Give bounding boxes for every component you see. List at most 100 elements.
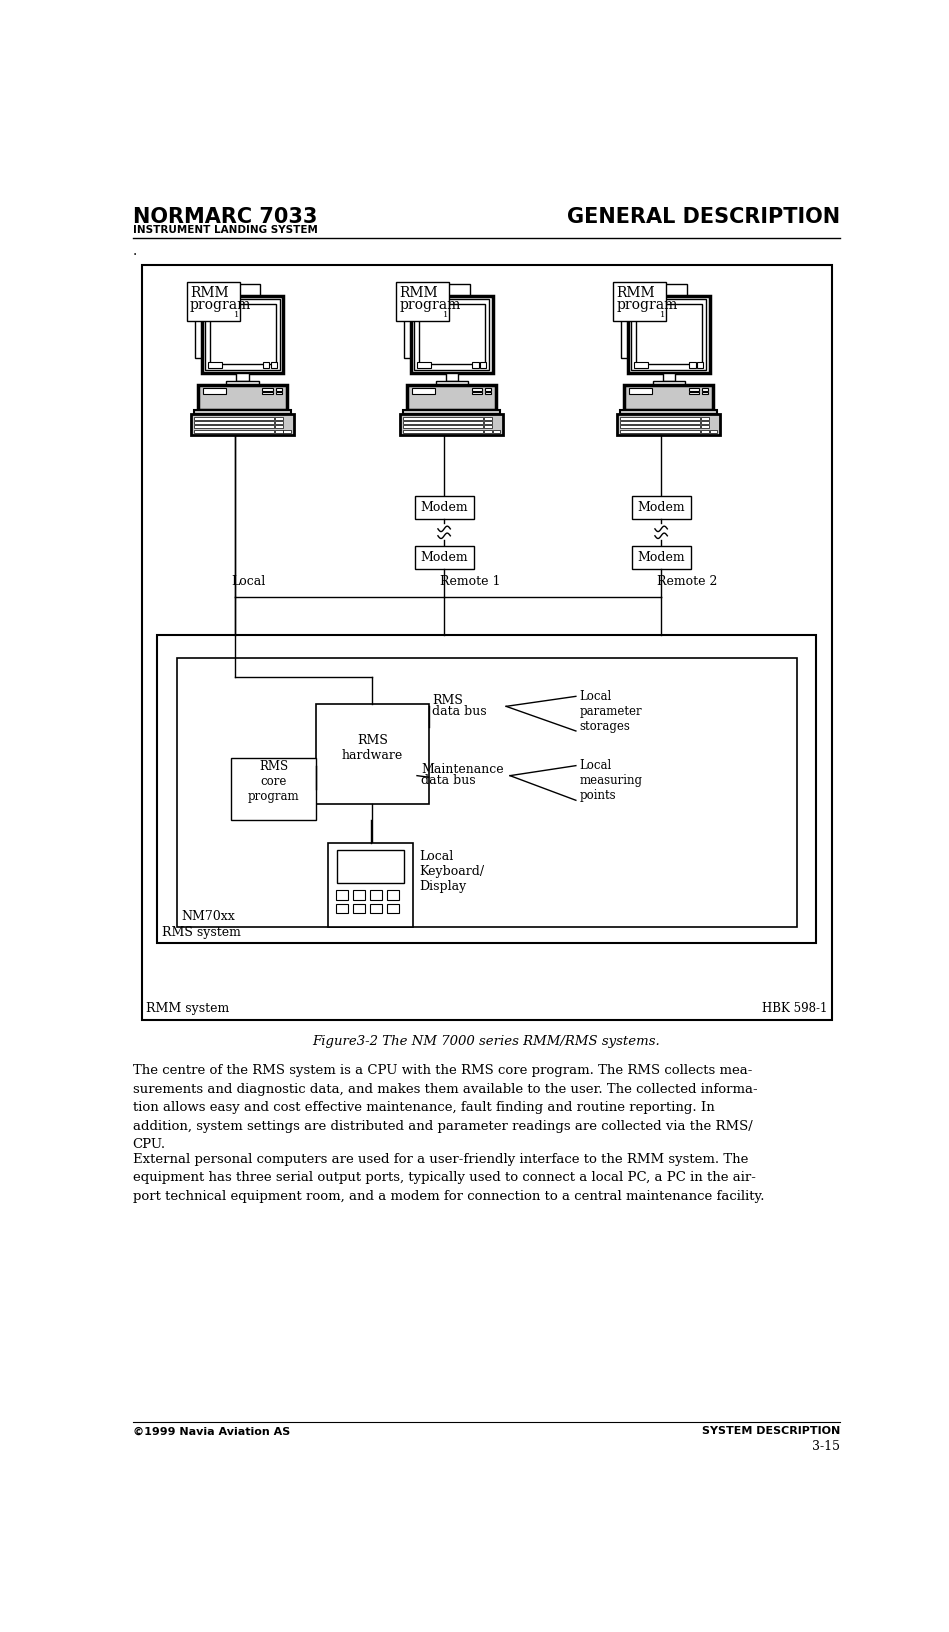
Bar bbox=[203, 388, 226, 395]
Bar bbox=[275, 388, 282, 392]
Bar bbox=[353, 891, 365, 899]
Text: RMM: RMM bbox=[616, 286, 655, 300]
Bar bbox=[472, 392, 482, 395]
Bar bbox=[195, 284, 260, 357]
Bar bbox=[480, 362, 486, 367]
Bar bbox=[316, 703, 429, 805]
Bar bbox=[403, 426, 483, 428]
Bar bbox=[416, 547, 474, 570]
Bar bbox=[270, 362, 277, 367]
Bar bbox=[263, 362, 270, 367]
Bar bbox=[275, 421, 283, 424]
Bar bbox=[236, 374, 249, 380]
Bar bbox=[158, 635, 816, 943]
Bar bbox=[370, 904, 382, 914]
Bar bbox=[618, 415, 720, 436]
Bar bbox=[195, 426, 274, 428]
Text: SYSTEM DESCRIPTION: SYSTEM DESCRIPTION bbox=[702, 1426, 840, 1436]
Text: HBK 598-1: HBK 598-1 bbox=[762, 1002, 827, 1015]
Bar bbox=[698, 362, 703, 367]
Bar bbox=[689, 388, 699, 392]
Text: Local
Keyboard/
Display: Local Keyboard/ Display bbox=[419, 850, 484, 893]
Bar bbox=[336, 891, 348, 899]
Text: Local
parameter
storages: Local parameter storages bbox=[580, 690, 642, 733]
Bar bbox=[636, 304, 702, 364]
Bar bbox=[195, 416, 274, 419]
Bar bbox=[624, 385, 714, 410]
Text: Maintenance: Maintenance bbox=[420, 764, 504, 777]
Bar bbox=[387, 904, 400, 914]
Text: RMM: RMM bbox=[400, 286, 437, 300]
Bar bbox=[613, 282, 666, 320]
Bar bbox=[195, 421, 274, 424]
Bar bbox=[631, 299, 706, 370]
Text: External personal computers are used for a user-friendly interface to the RMM sy: External personal computers are used for… bbox=[133, 1152, 764, 1203]
Text: 1: 1 bbox=[661, 312, 666, 320]
Bar bbox=[485, 392, 491, 395]
Bar bbox=[632, 496, 691, 519]
Text: Remote 1: Remote 1 bbox=[440, 576, 501, 589]
Text: NM70xx: NM70xx bbox=[181, 911, 235, 924]
Text: Local
measuring
points: Local measuring points bbox=[580, 759, 642, 803]
Text: GENERAL DESCRIPTION: GENERAL DESCRIPTION bbox=[567, 207, 840, 227]
Text: .: . bbox=[133, 245, 137, 258]
Bar bbox=[628, 295, 710, 374]
Bar bbox=[198, 385, 288, 410]
Bar bbox=[396, 282, 449, 320]
Text: RMM system: RMM system bbox=[146, 1002, 229, 1015]
Text: 1: 1 bbox=[443, 312, 449, 320]
Bar bbox=[210, 304, 275, 364]
Bar bbox=[662, 374, 675, 380]
Bar bbox=[353, 904, 365, 914]
Bar bbox=[484, 429, 492, 432]
Bar bbox=[621, 429, 700, 432]
Bar bbox=[632, 547, 691, 570]
Bar bbox=[411, 295, 493, 374]
Bar bbox=[484, 426, 492, 428]
Bar bbox=[407, 385, 496, 410]
Bar bbox=[205, 299, 280, 370]
Bar bbox=[403, 410, 500, 415]
Bar bbox=[484, 421, 492, 424]
Bar bbox=[275, 429, 283, 432]
Bar bbox=[629, 388, 652, 395]
Text: Modem: Modem bbox=[420, 552, 468, 565]
Bar bbox=[473, 362, 478, 367]
Bar bbox=[208, 362, 222, 367]
Text: 1: 1 bbox=[234, 312, 239, 320]
Text: program: program bbox=[190, 299, 251, 312]
Bar bbox=[701, 426, 709, 428]
Bar bbox=[187, 282, 239, 320]
Bar bbox=[446, 374, 458, 380]
Bar bbox=[231, 757, 316, 819]
Bar bbox=[412, 388, 436, 395]
Text: RMM: RMM bbox=[190, 286, 229, 300]
Bar bbox=[418, 362, 432, 367]
Bar bbox=[621, 416, 700, 419]
Bar bbox=[195, 429, 274, 432]
Bar bbox=[177, 658, 797, 927]
Bar bbox=[701, 429, 709, 432]
Text: 3-15: 3-15 bbox=[812, 1439, 840, 1452]
Text: The centre of the RMS system is a CPU with the RMS core program. The RMS collect: The centre of the RMS system is a CPU wi… bbox=[133, 1064, 757, 1152]
Text: RMS system: RMS system bbox=[162, 925, 241, 938]
Bar bbox=[337, 850, 404, 883]
Text: Modem: Modem bbox=[638, 552, 685, 565]
Text: data bus: data bus bbox=[433, 705, 487, 718]
Bar bbox=[634, 362, 648, 367]
Text: INSTRUMENT LANDING SYSTEM: INSTRUMENT LANDING SYSTEM bbox=[133, 225, 318, 235]
Text: NORMARC 7033: NORMARC 7033 bbox=[133, 207, 317, 227]
Bar bbox=[275, 416, 283, 419]
Bar bbox=[436, 380, 468, 385]
Bar bbox=[275, 426, 283, 428]
Bar bbox=[484, 416, 492, 419]
Bar bbox=[621, 421, 700, 424]
Bar bbox=[493, 429, 500, 432]
Text: Figure3-2 The NM 7000 series RMM/RMS systems.: Figure3-2 The NM 7000 series RMM/RMS sys… bbox=[312, 1035, 660, 1048]
Text: RMS
hardware: RMS hardware bbox=[342, 734, 403, 762]
Bar bbox=[370, 891, 382, 899]
Bar bbox=[621, 426, 700, 428]
Bar bbox=[701, 421, 709, 424]
Bar bbox=[689, 392, 699, 395]
Text: Modem: Modem bbox=[638, 501, 685, 514]
